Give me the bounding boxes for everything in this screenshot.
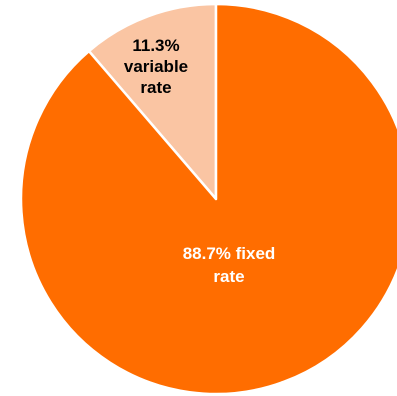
- slice-label-line: 11.3%: [132, 36, 179, 55]
- pie-labels: 11.3% variable rate 88.7% fixed rate: [124, 36, 275, 286]
- pie-slice-fixed-rate: [19, 2, 397, 396]
- pie-slice-variable-rate: [87, 2, 218, 201]
- slice-label-variable-rate: 11.3% variable rate: [124, 36, 188, 97]
- slice-label-fixed-rate: 88.7% fixed rate: [183, 244, 276, 286]
- slice-label-line: 88.7% fixed: [183, 244, 276, 263]
- slice-label-line: rate: [140, 78, 171, 97]
- slice-label-line: variable: [124, 57, 188, 76]
- slice-label-line: rate: [213, 267, 244, 286]
- pie-slices: [19, 2, 397, 396]
